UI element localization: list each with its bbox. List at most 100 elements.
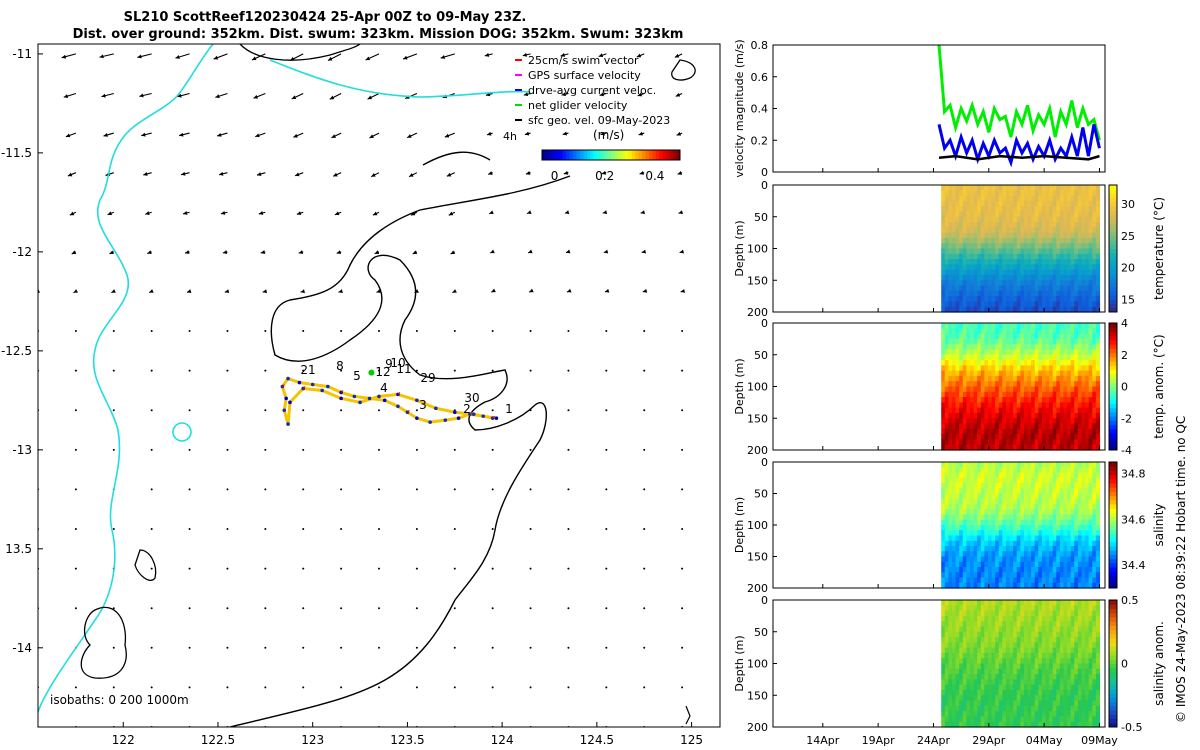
- section-cell: [977, 535, 982, 542]
- section-cell: [1052, 328, 1057, 335]
- section-cell: [1067, 206, 1072, 213]
- section-cell: [1088, 504, 1093, 510]
- section-cell: [1038, 642, 1043, 649]
- current-vector: [415, 646, 418, 649]
- section-cell: [1038, 397, 1043, 403]
- section-cell: [1034, 402, 1039, 409]
- section-cell: [1095, 227, 1101, 234]
- section-cell: [1088, 561, 1093, 568]
- section-cell: [1074, 705, 1079, 712]
- vector-arrowhead: [28, 134, 32, 138]
- section-cell: [1092, 381, 1097, 388]
- current-vector: [681, 448, 684, 451]
- section-cell: [1005, 504, 1011, 510]
- section-cell: [1013, 514, 1018, 521]
- section-cell: [959, 626, 964, 633]
- colorbar-segment: [621, 150, 626, 160]
- section-cell: [1031, 631, 1036, 638]
- section-cell: [944, 488, 950, 495]
- section-cell: [1009, 684, 1014, 691]
- section-cell: [1095, 391, 1101, 398]
- section-cell: [1016, 365, 1021, 372]
- section-cell: [966, 333, 971, 340]
- section-cell: [1023, 551, 1029, 558]
- vector-arrowhead: [409, 172, 414, 177]
- section-cell: [1067, 211, 1072, 218]
- section-cell: [1013, 477, 1018, 484]
- section-cell: [1023, 269, 1029, 276]
- vector-arrowhead: [185, 250, 190, 254]
- section-cell: [977, 705, 982, 712]
- section-cell: [1070, 631, 1075, 638]
- section-cell: [1081, 386, 1086, 393]
- section-cell: [1045, 200, 1050, 207]
- section-cell: [1077, 397, 1083, 403]
- section-cell: [995, 684, 1000, 691]
- section-cell: [973, 328, 978, 335]
- section-cell: [1070, 381, 1075, 388]
- section-cell: [952, 483, 957, 489]
- section-cell: [969, 605, 975, 612]
- section-cell: [1023, 428, 1029, 435]
- section-cell: [1063, 504, 1068, 510]
- section-cell: [987, 674, 993, 680]
- current-vector: [150, 369, 153, 372]
- section-cell: [1034, 556, 1039, 563]
- section-cell: [973, 582, 978, 589]
- section-cell: [952, 546, 957, 552]
- section-colorbar-segment: [1109, 201, 1117, 207]
- section-colorbar-segment: [1109, 278, 1117, 283]
- section-cell: [1081, 695, 1086, 702]
- section-cell: [1002, 504, 1007, 510]
- section-cell: [1034, 444, 1039, 451]
- velocity-ytick-label: 0.8: [751, 39, 769, 52]
- section-cell: [1070, 705, 1075, 712]
- current-vector: [302, 330, 305, 333]
- section-cell: [998, 386, 1003, 393]
- swim-vector: [407, 409, 410, 413]
- section-cell: [1049, 301, 1054, 308]
- section-cell: [1077, 483, 1083, 489]
- section-cell: [1020, 493, 1025, 500]
- section-cell: [1020, 700, 1025, 707]
- section-cell: [948, 370, 953, 377]
- section-cell: [1034, 674, 1039, 680]
- section-cell: [944, 195, 950, 202]
- section-cell: [1092, 375, 1097, 382]
- section-cell: [977, 200, 982, 207]
- section-cell: [941, 689, 946, 696]
- section-cell: [1016, 674, 1021, 680]
- section-cell: [944, 227, 950, 234]
- section-cell: [955, 232, 960, 239]
- section-cell: [1059, 663, 1065, 670]
- section-cell: [1085, 509, 1090, 516]
- section-cell: [1031, 259, 1036, 265]
- section-cell: [941, 428, 946, 435]
- section-cell: [1063, 285, 1068, 292]
- section-cell: [1013, 285, 1018, 292]
- section-cell: [952, 721, 957, 728]
- section-cell: [959, 328, 964, 335]
- section-cell: [948, 211, 953, 218]
- section-cell: [1088, 462, 1093, 468]
- section-cell: [1095, 700, 1101, 707]
- section-cell: [955, 391, 960, 398]
- section-cell: [995, 259, 1000, 265]
- track-day-label: 21: [300, 363, 315, 377]
- section-cell: [998, 530, 1003, 537]
- section-cell: [995, 306, 1000, 313]
- section-cell: [941, 185, 946, 191]
- section-cell: [1049, 216, 1054, 223]
- section-cell: [1041, 689, 1047, 696]
- section-cell: [962, 280, 967, 287]
- swim-vector: [397, 392, 401, 395]
- section-cell: [1049, 462, 1054, 468]
- colorbar-segment: [628, 150, 633, 160]
- current-vector: [605, 330, 608, 333]
- section-cell: [980, 700, 985, 707]
- section-cell: [1070, 483, 1075, 489]
- section-cell: [984, 572, 989, 579]
- section-cell: [962, 428, 967, 435]
- section-cell: [944, 232, 950, 239]
- section-cell: [1027, 306, 1032, 313]
